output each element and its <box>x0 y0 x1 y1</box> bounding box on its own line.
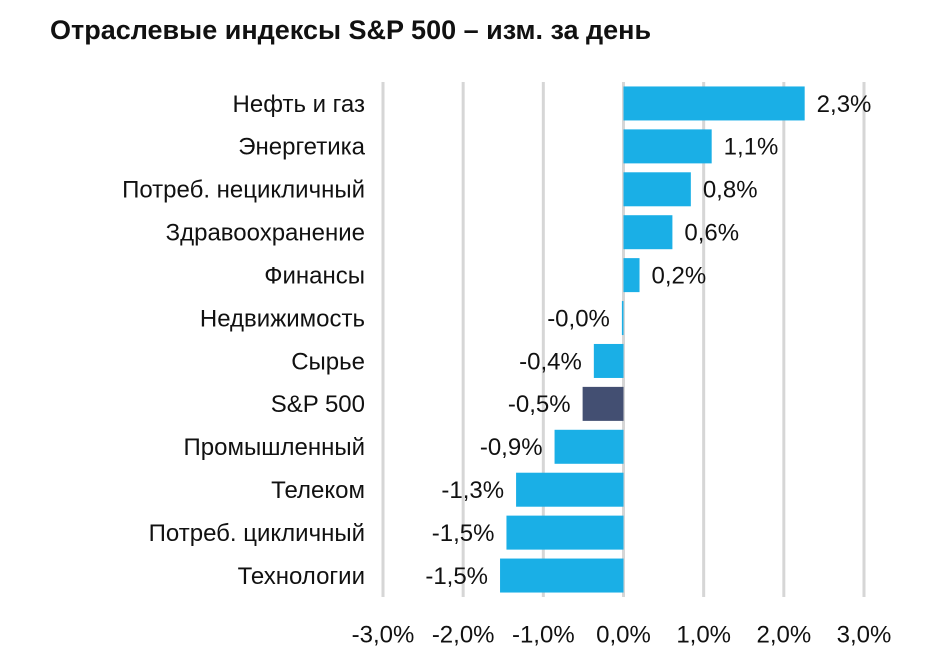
category-label: Сырье <box>291 348 365 375</box>
category-label: Энергетика <box>238 134 365 161</box>
category-label: Здравоохранение <box>166 220 365 247</box>
data-label: 0,6% <box>684 220 739 247</box>
bar <box>623 129 712 164</box>
bar <box>506 515 624 550</box>
bar <box>623 172 691 207</box>
data-label: -0,0% <box>547 305 610 332</box>
bar <box>516 472 624 507</box>
category-label: S&P 500 <box>271 391 365 418</box>
bar <box>623 258 640 293</box>
category-label: Потреб. цикличный <box>149 520 365 547</box>
category-label: Нефть и газ <box>233 91 365 118</box>
bar <box>500 558 624 593</box>
bar <box>623 215 673 250</box>
bar <box>582 386 624 421</box>
x-tick-label: 3,0% <box>837 621 892 648</box>
bar <box>621 301 624 336</box>
data-label: -0,4% <box>519 348 582 375</box>
data-label: 0,2% <box>652 262 707 289</box>
category-label: Промышленный <box>184 434 365 461</box>
data-label: -1,3% <box>441 477 504 504</box>
category-label: Недвижимость <box>200 305 365 332</box>
x-tick-label: -1,0% <box>512 621 575 648</box>
x-tick-label: 2,0% <box>756 621 811 648</box>
x-tick-label: -2,0% <box>432 621 495 648</box>
chart-title: Отраслевые индексы S&P 500 – изм. за ден… <box>50 15 651 45</box>
bar <box>623 86 805 121</box>
x-tick-label: -3,0% <box>352 621 415 648</box>
data-label: 0,8% <box>703 177 758 204</box>
bar <box>554 429 624 464</box>
x-tick-label: 0,0% <box>596 621 651 648</box>
x-tick-label: 1,0% <box>676 621 731 648</box>
data-label: -1,5% <box>432 520 495 547</box>
category-label: Телеком <box>271 477 365 504</box>
data-label: 1,1% <box>724 134 779 161</box>
category-label: Технологии <box>238 563 365 590</box>
category-label: Потреб. нецикличный <box>122 177 365 204</box>
data-label: 2,3% <box>817 91 872 118</box>
category-label: Финансы <box>264 262 365 289</box>
data-label: -1,5% <box>425 563 488 590</box>
data-label: -0,5% <box>508 391 571 418</box>
bar <box>593 343 624 378</box>
data-label: -0,9% <box>480 434 543 461</box>
